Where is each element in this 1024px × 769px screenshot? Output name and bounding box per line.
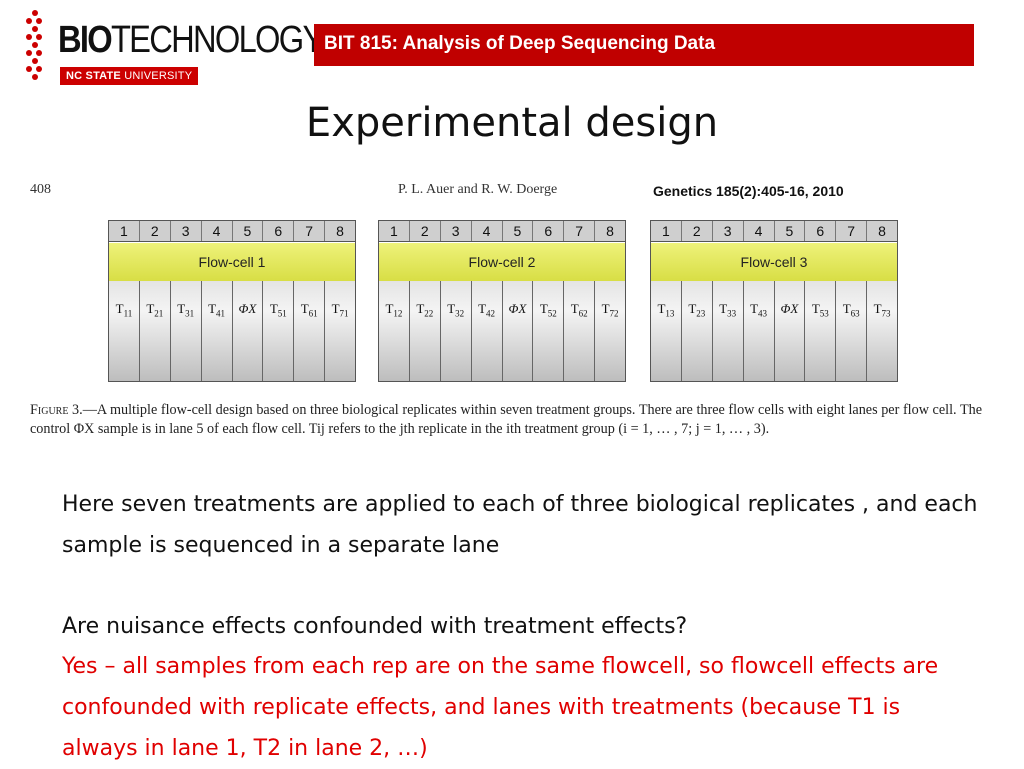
lane-number: 5 [232, 221, 264, 241]
caption-label: Figure 3. [30, 402, 83, 418]
lane-sample: T43 [743, 281, 775, 381]
figure-page-number: 408 [30, 182, 51, 197]
lane-number: 2 [139, 221, 171, 241]
lane-sample: T21 [139, 281, 171, 381]
lane-sample: T62 [564, 281, 596, 381]
lane-sample: T51 [263, 281, 295, 381]
lane-number: 5 [502, 221, 534, 241]
lane-sample: T32 [440, 281, 472, 381]
lane-number: 4 [201, 221, 233, 241]
flowcell-label: Flow-cell 3 [651, 243, 897, 282]
lane-sample: ΦX [232, 281, 264, 381]
lane-number: 7 [836, 221, 868, 241]
lane-number: 1 [651, 221, 682, 241]
lane-number: 2 [681, 221, 713, 241]
description-paragraph: Here seven treatments are applied to eac… [62, 492, 978, 558]
lane-number: 5 [774, 221, 806, 241]
lane-sample: T12 [379, 281, 410, 381]
lane-sample: T61 [294, 281, 326, 381]
course-banner: BIT 815: Analysis of Deep Sequencing Dat… [314, 24, 974, 66]
lane-sample: T41 [201, 281, 233, 381]
caption-text: —A multiple flow-cell design based on th… [30, 402, 982, 437]
flowcell-label: Flow-cell 1 [109, 243, 355, 282]
lane-number: 7 [294, 221, 326, 241]
lane-number: 3 [440, 221, 472, 241]
lane-number: 8 [325, 221, 355, 241]
lane-tubes: T13 T23 T33 T43 ΦX T53 T63 T73 [651, 281, 897, 381]
flowcell-2: 1 2 3 4 5 6 7 8 Flow-cell 2 T12 T22 T32 T42 ΦX T52 T62 T… [378, 220, 626, 382]
lane-number: 4 [471, 221, 503, 241]
figure-authors: P. L. Auer and R. W. Doerge [398, 182, 558, 197]
lane-number: 6 [805, 221, 837, 241]
lane-sample: ΦX [502, 281, 534, 381]
lane-number: 6 [533, 221, 565, 241]
lane-sample: T31 [170, 281, 202, 381]
figure-caption: Figure 3.—A multiple flow-cell design ba… [30, 401, 982, 439]
flowcell-1: 1 2 3 4 5 6 7 8 Flow-cell 1 T11 T21 T31 T41 ΦX T51 T61 T… [108, 220, 356, 382]
lane-sample: T11 [109, 281, 140, 381]
answer-text: Yes – all samples from each rep are on t… [62, 654, 939, 761]
lane-sample: T22 [409, 281, 441, 381]
lane-sample: T53 [805, 281, 837, 381]
lane-sample: T23 [681, 281, 713, 381]
lane-sample: T33 [712, 281, 744, 381]
lane-sample: T73 [867, 281, 897, 381]
question-text: Are nuisance effects confounded with tre… [62, 614, 688, 639]
lane-sample: ΦX [774, 281, 806, 381]
lane-sample: T42 [471, 281, 503, 381]
lane-number: 1 [109, 221, 140, 241]
lane-number: 3 [170, 221, 202, 241]
lane-tubes: T11 T21 T31 T41 ΦX T51 T61 T71 [109, 281, 355, 381]
lane-tubes: T12 T22 T32 T42 ΦX T52 T62 T72 [379, 281, 625, 381]
lane-number: 8 [595, 221, 625, 241]
course-banner-text: BIT 815: Analysis of Deep Sequencing Dat… [324, 33, 716, 54]
logo-wordmark: BIOTECHNOLOGY [58, 19, 324, 61]
lane-number: 2 [409, 221, 441, 241]
lane-sample: T71 [325, 281, 355, 381]
logo-dots-icon [26, 10, 44, 88]
logo: BIOTECHNOLOGY NC STATE UNIVERSITY [26, 10, 324, 88]
flowcell-3: 1 2 3 4 5 6 7 8 Flow-cell 3 T13 T23 T33 T43 ΦX T53 T63 T… [650, 220, 898, 382]
lane-number: 7 [564, 221, 596, 241]
lane-sample: T63 [836, 281, 868, 381]
lane-number: 6 [263, 221, 295, 241]
lane-sample: T72 [595, 281, 625, 381]
lane-number: 4 [743, 221, 775, 241]
slide-title: Experimental design [305, 100, 719, 146]
lane-number: 8 [867, 221, 897, 241]
lane-number: 3 [712, 221, 744, 241]
flowcell-label: Flow-cell 2 [379, 243, 625, 282]
citation: Genetics 185(2):405-16, 2010 [653, 183, 844, 199]
lane-number: 1 [379, 221, 410, 241]
lane-sample: T13 [651, 281, 682, 381]
logo-badge: NC STATE UNIVERSITY [60, 67, 199, 85]
lane-sample: T52 [533, 281, 565, 381]
